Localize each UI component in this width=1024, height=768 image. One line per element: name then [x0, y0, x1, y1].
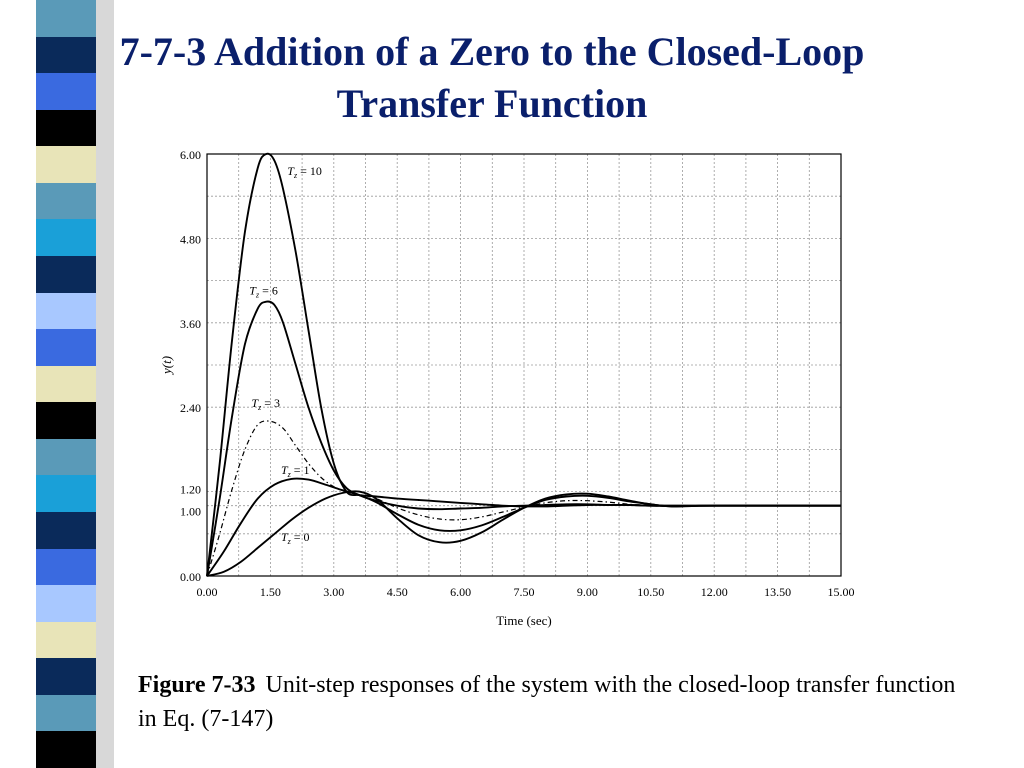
page-title: 7-7-3 Addition of a Zero to the Closed-L… — [119, 29, 865, 126]
y-tick-label: 0.00 — [180, 570, 201, 584]
stripe-band — [36, 219, 96, 257]
stripe-bands — [36, 0, 96, 768]
series-label: Tz = 10 — [287, 164, 322, 180]
x-tick-label: 1.50 — [260, 585, 281, 599]
chart: 0.00 1.50 3.00 4.50 6.00 7.50 9.00 10.50 12.00 13… — [160, 140, 880, 640]
stripe-band — [36, 109, 96, 147]
y-tick-label: 1.20 — [180, 483, 201, 497]
x-tick-label: 12.00 — [701, 585, 728, 599]
x-tick-label: 13.50 — [764, 585, 791, 599]
stripe-band — [36, 512, 96, 550]
y-tick-label: 4.80 — [180, 232, 201, 246]
tick-layer: 0.00 1.50 3.00 4.50 6.00 7.50 9.00 10.50 12.00 13… — [180, 148, 855, 599]
stripe-band — [36, 548, 96, 586]
x-axis-label: Time (sec) — [496, 613, 552, 628]
stripe-band — [36, 73, 96, 111]
stripe-band — [36, 0, 96, 38]
series-line — [206, 420, 842, 577]
stripe-band — [36, 146, 96, 184]
stripe-band — [36, 292, 96, 330]
stripe-band — [36, 182, 96, 220]
y-tick-label: 3.60 — [180, 317, 201, 331]
y-tick-label: 2.40 — [180, 401, 201, 415]
stripe-band — [36, 36, 96, 74]
stripe-band — [36, 438, 96, 476]
stripe-band — [36, 621, 96, 659]
chart-svg: 0.00 1.50 3.00 4.50 6.00 7.50 9.00 10.50 12.00 13… — [160, 148, 855, 628]
stripe-band — [36, 694, 96, 732]
series-line — [206, 490, 842, 577]
stripe-band — [36, 475, 96, 513]
plot-frame — [206, 153, 842, 577]
decorative-stripe — [0, 0, 128, 768]
x-tick-label: 6.00 — [450, 585, 471, 599]
y-tick-label: 6.00 — [180, 148, 201, 162]
x-tick-label: 0.00 — [197, 585, 218, 599]
figure-caption: Figure 7-33 Unit-step responses of the sy… — [138, 668, 958, 736]
x-tick-label: 9.00 — [577, 585, 598, 599]
stripe-band — [36, 256, 96, 294]
stripe-band — [36, 731, 96, 768]
figure-label: Figure 7-33 — [138, 672, 256, 698]
label-layer: Tz = 10 Tz = 6 Tz = 3 Tz = 1 Tz = 0 — [249, 164, 322, 546]
x-tick-label: 7.50 — [514, 585, 535, 599]
y-tick-label: 1.00 — [180, 505, 201, 519]
stripe-band — [36, 585, 96, 623]
x-tick-label: 4.50 — [387, 585, 408, 599]
series-label: Tz = 6 — [249, 284, 278, 300]
stripe-band — [36, 658, 96, 696]
stripe-band — [36, 329, 96, 367]
caption-text: Unit-step responses of the system with t… — [138, 672, 956, 732]
stripe-band — [36, 365, 96, 403]
series-line — [206, 300, 841, 577]
x-tick-label: 3.00 — [323, 585, 344, 599]
series-label: Tz = 0 — [281, 530, 310, 546]
x-tick-label: 10.50 — [637, 585, 664, 599]
stripe-band — [36, 402, 96, 440]
y-axis-label: y(t) — [160, 356, 174, 376]
series-label: Tz = 3 — [251, 396, 280, 412]
stripe-shadow — [96, 0, 114, 768]
series-layer — [206, 152, 842, 577]
x-tick-label: 15.00 — [828, 585, 855, 599]
series-label: Tz = 1 — [281, 463, 310, 479]
